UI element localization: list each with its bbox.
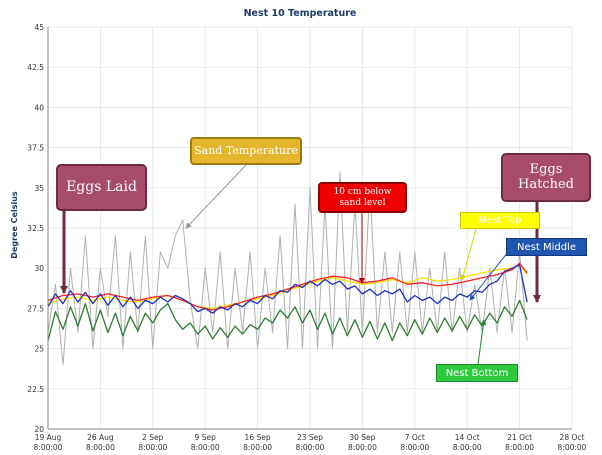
- x-tick-time: 8:00:00: [243, 443, 272, 452]
- nest-top-pointer: [460, 228, 477, 281]
- y-tick-label: 32.5: [27, 224, 44, 233]
- x-tick-time: 8:00:00: [400, 443, 429, 452]
- nest-bottom-legend: Nest Bottom: [436, 364, 518, 382]
- x-tick-time: 8:00:00: [86, 443, 115, 452]
- x-tick-label: 30 Sep: [349, 433, 375, 442]
- y-tick-label: 20: [34, 425, 44, 434]
- x-tick-label: 19 Aug: [35, 433, 62, 442]
- x-tick-label: 7 Oct: [405, 433, 425, 442]
- x-tick-time: 8:00:00: [138, 443, 167, 452]
- chart-title: Nest 10 Temperature: [244, 8, 357, 19]
- nest-middle-legend: Nest Middle: [506, 238, 587, 256]
- series-group: [47, 171, 528, 366]
- x-tick-label: 28 Oct: [560, 433, 585, 442]
- y-axis-label: Degree Celsius: [10, 191, 19, 259]
- x-tick-label: 23 Sep: [297, 433, 323, 442]
- x-tick-label: 21 Oct: [507, 433, 532, 442]
- x-tick-label: 2 Sep: [142, 433, 164, 442]
- nest-top-legend: Nest Top: [460, 212, 540, 229]
- x-tick-time: 8:00:00: [191, 443, 220, 452]
- nest-middle-series: [47, 264, 528, 314]
- nest-top-series: [47, 264, 528, 310]
- y-tick-label: 22.5: [27, 385, 44, 394]
- y-tick-label: 37.5: [27, 144, 44, 153]
- nest-bottom-series: [47, 299, 528, 342]
- sand-temperature-series: [47, 171, 528, 366]
- x-tick-time: 8:00:00: [453, 443, 482, 452]
- ten-cm-below-callout: 10 cm below sand level: [318, 182, 407, 213]
- y-tick-label: 45: [34, 23, 44, 32]
- x-tick-label: 14 Oct: [455, 433, 480, 442]
- y-tick-label: 40: [34, 103, 44, 112]
- y-tick-label: 30: [34, 264, 44, 273]
- y-tick-label: 42.5: [27, 63, 44, 72]
- x-tick-label: 16 Sep: [245, 433, 271, 442]
- y-tick-label: 27.5: [27, 304, 44, 313]
- x-tick-time: 8:00:00: [34, 443, 63, 452]
- y-tick-label: 25: [34, 345, 44, 354]
- nest-bottom-pointer: [477, 319, 487, 365]
- ten-cm-below-series: [47, 262, 528, 311]
- nest-middle-pointer: [469, 251, 509, 301]
- eggs-laid-callout: Eggs Laid: [56, 164, 147, 211]
- x-tick-time: 8:00:00: [558, 443, 587, 452]
- x-tick-label: 9 Sep: [195, 433, 217, 442]
- eggs-hatched-callout: Eggs Hatched: [501, 153, 591, 202]
- sand-temperature-callout: Sand Temperature: [190, 137, 302, 165]
- y-tick-label: 35: [34, 184, 44, 193]
- x-tick-label: 26 Aug: [87, 433, 114, 442]
- x-tick-time: 8:00:00: [296, 443, 325, 452]
- x-tick-time: 8:00:00: [505, 443, 534, 452]
- x-tick-time: 8:00:00: [348, 443, 377, 452]
- sand-temperature-pointer: [185, 164, 247, 229]
